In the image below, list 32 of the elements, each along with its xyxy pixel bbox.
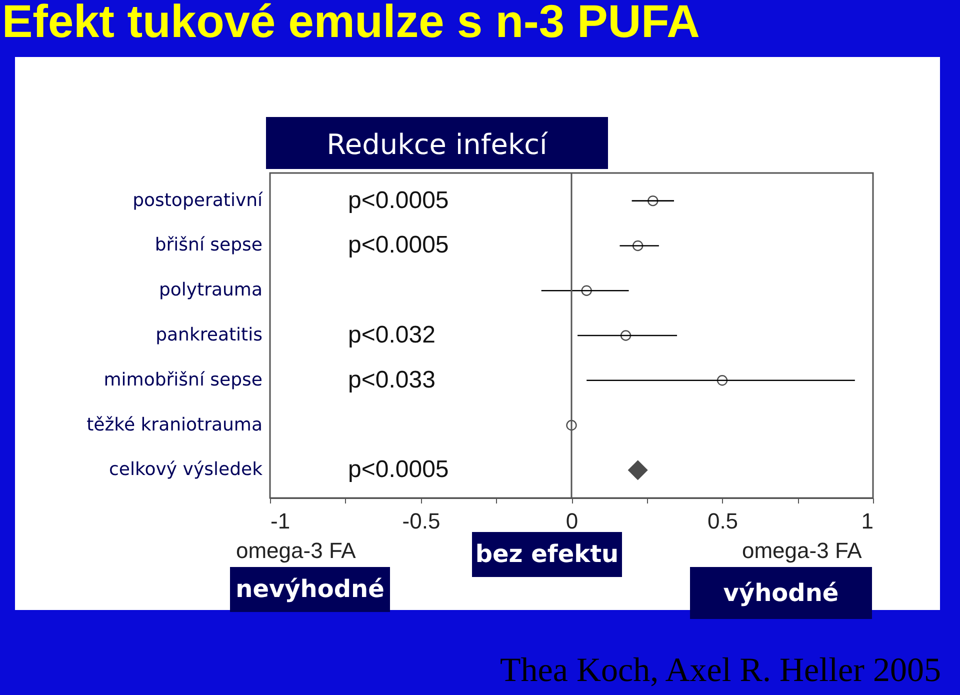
text: Thea Koch, Axel R. Heller 2005 xyxy=(500,652,941,690)
annotation: p<0.032 xyxy=(348,322,436,348)
annotation: p<0.0005 xyxy=(348,186,449,214)
y-tick-label: břišní sepse xyxy=(154,234,262,256)
y-tick-label: těžké kraniotrauma xyxy=(86,414,262,436)
text: omega-3 FA xyxy=(742,538,862,564)
y-tick-label: postoperativní xyxy=(132,190,264,211)
point xyxy=(628,460,648,480)
text: bez efektu xyxy=(472,532,622,577)
point xyxy=(648,196,658,206)
x-tick-label: -0.5 xyxy=(402,508,440,534)
chart-title: Efekt tukové emulze s n-3 PUFA xyxy=(2,0,700,48)
y-tick-label: celkový výsledek xyxy=(109,459,264,480)
x-tick-label: -1 xyxy=(270,508,290,534)
point xyxy=(620,330,632,341)
annotation: p<0.0005 xyxy=(348,232,449,259)
y-tick-label: pankreatitis xyxy=(156,324,262,346)
y-tick-label: mimobřišní sepse xyxy=(104,369,262,390)
text: výhodné xyxy=(690,567,872,619)
point xyxy=(632,240,644,252)
annotation: p<0.033 xyxy=(348,366,436,394)
chart-subtitle: Redukce infekcí xyxy=(266,117,608,169)
text: nevýhodné xyxy=(230,567,390,612)
y-tick-label: polytrauma xyxy=(158,280,262,301)
x-tick-label: 0 xyxy=(566,508,578,534)
point xyxy=(581,285,592,296)
x-tick-label: 1 xyxy=(861,508,874,534)
point xyxy=(716,375,728,386)
text: omega-3 FA xyxy=(236,538,356,564)
point xyxy=(566,420,577,431)
annotation: p<0.0005 xyxy=(348,456,449,484)
x-tick-label: 0.5 xyxy=(707,508,738,534)
